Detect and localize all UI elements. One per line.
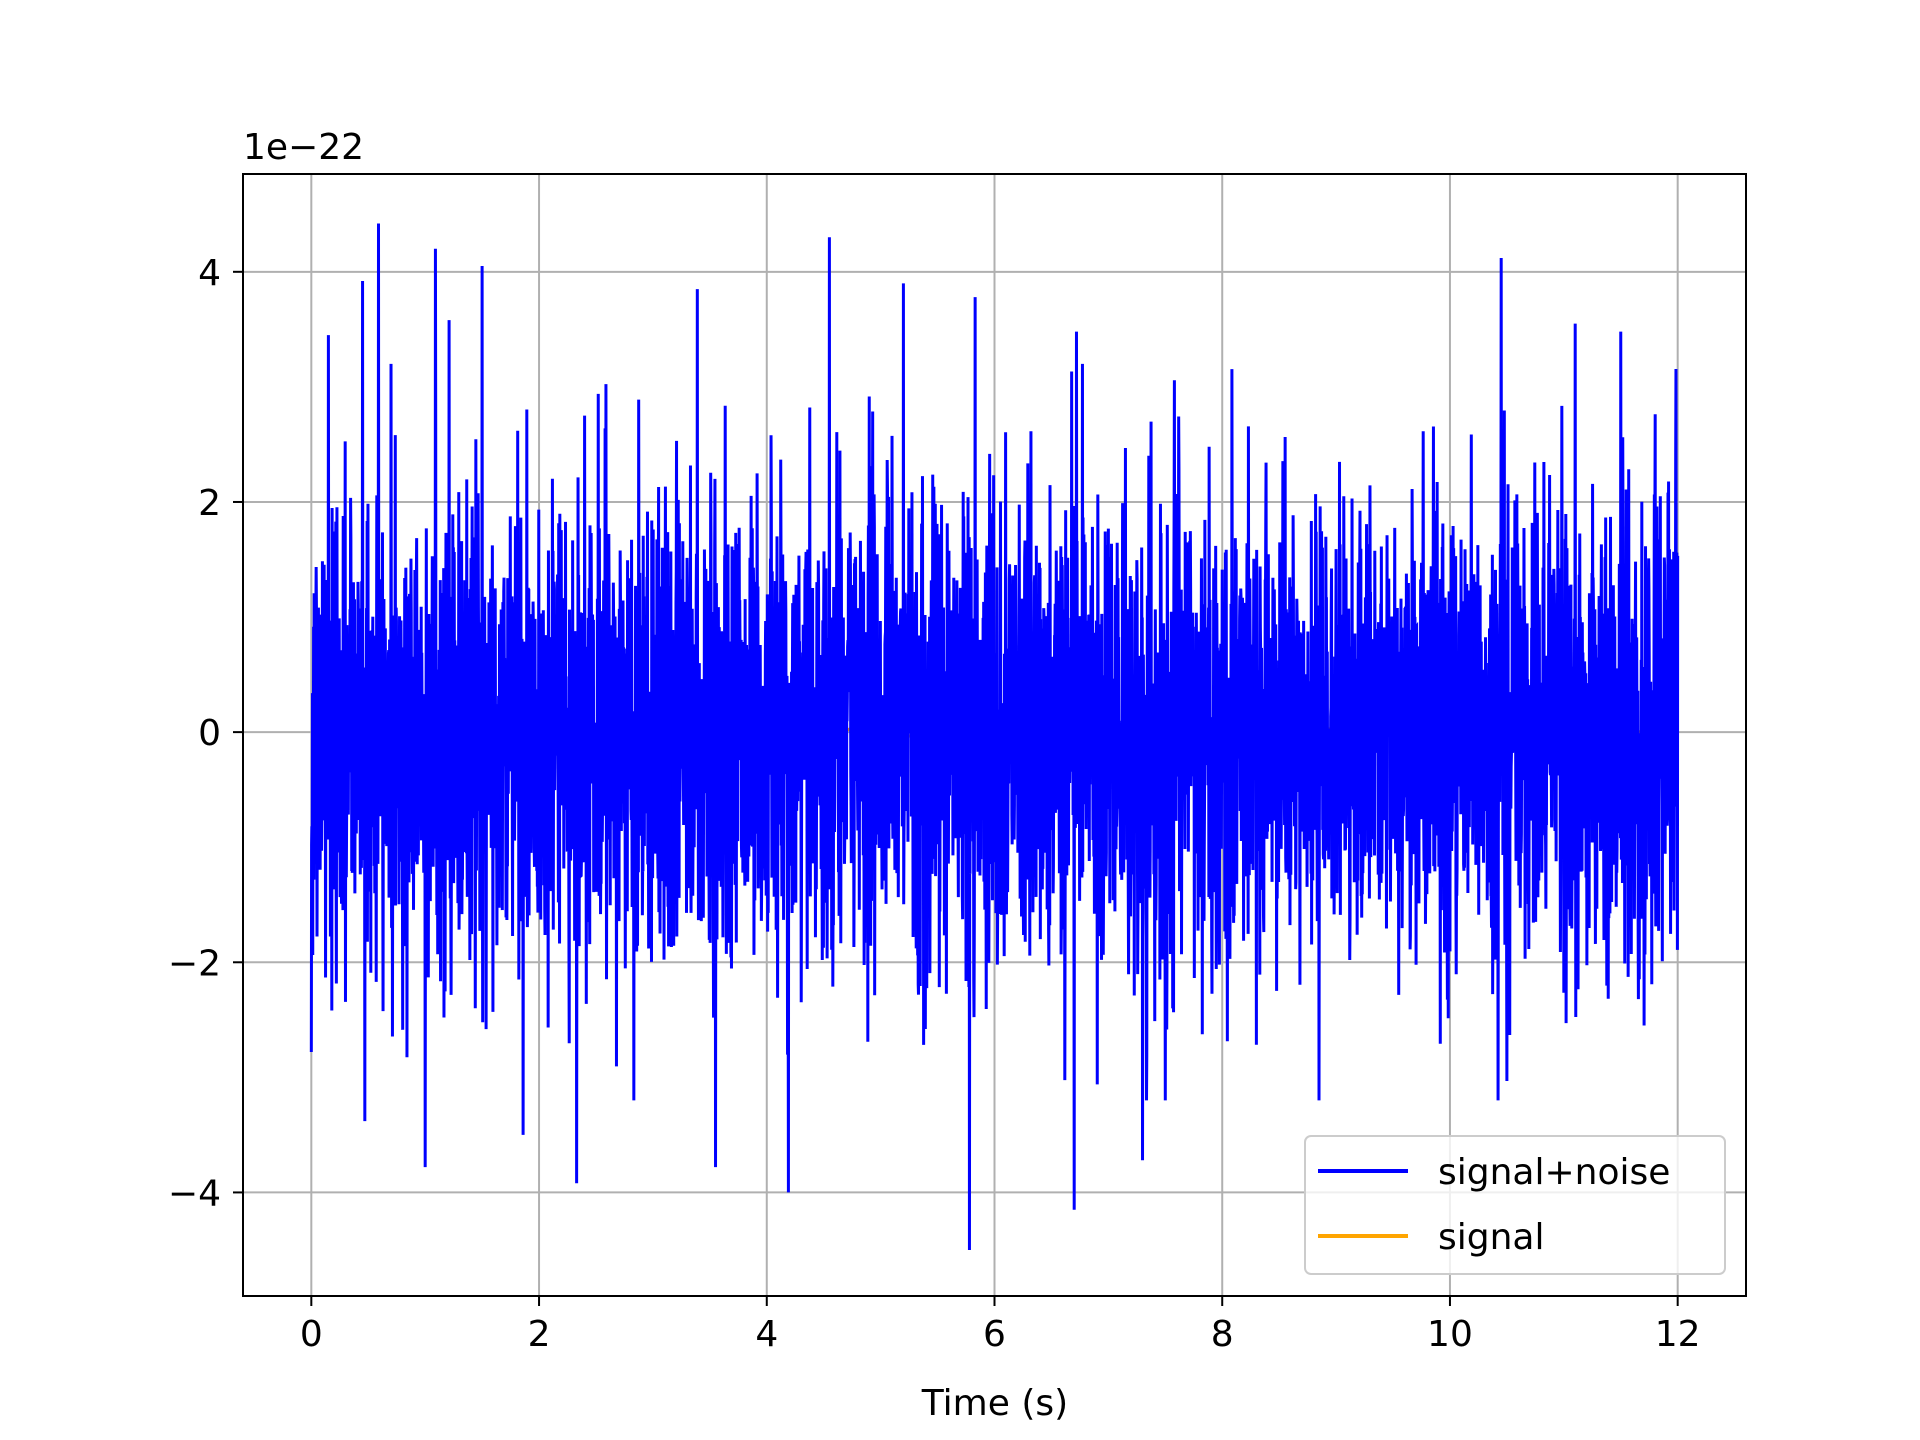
x-axis-label: Time (s) — [921, 1383, 1068, 1424]
x-tick-label: 12 — [1655, 1314, 1701, 1355]
x-tick-label: 6 — [983, 1314, 1006, 1355]
legend-label-signal: signal — [1438, 1217, 1545, 1258]
x-tick-label: 8 — [1211, 1314, 1234, 1355]
legend: signal+noise signal — [1304, 1135, 1726, 1275]
y-axis-ticks: −4 −2 0 2 4 — [168, 253, 243, 1214]
series-layer — [309, 223, 1680, 1250]
y-tick-label: 2 — [198, 483, 221, 524]
x-tick-label: 2 — [528, 1314, 551, 1355]
series-signal-noise-line — [309, 223, 1680, 1250]
y-tick-label: −4 — [168, 1173, 221, 1214]
y-tick-label: −2 — [168, 943, 221, 984]
x-tick-label: 0 — [300, 1314, 323, 1355]
legend-frame — [1304, 1135, 1726, 1275]
y-tick-label: 4 — [198, 253, 221, 294]
x-tick-label: 4 — [755, 1314, 778, 1355]
x-axis-ticks: 0 2 4 6 8 10 12 — [300, 1296, 1701, 1355]
x-tick-label: 10 — [1427, 1314, 1473, 1355]
y-axis-offset-text: 1e−22 — [243, 127, 364, 168]
legend-label-signal-noise: signal+noise — [1438, 1152, 1670, 1193]
y-tick-label: 0 — [198, 713, 221, 754]
